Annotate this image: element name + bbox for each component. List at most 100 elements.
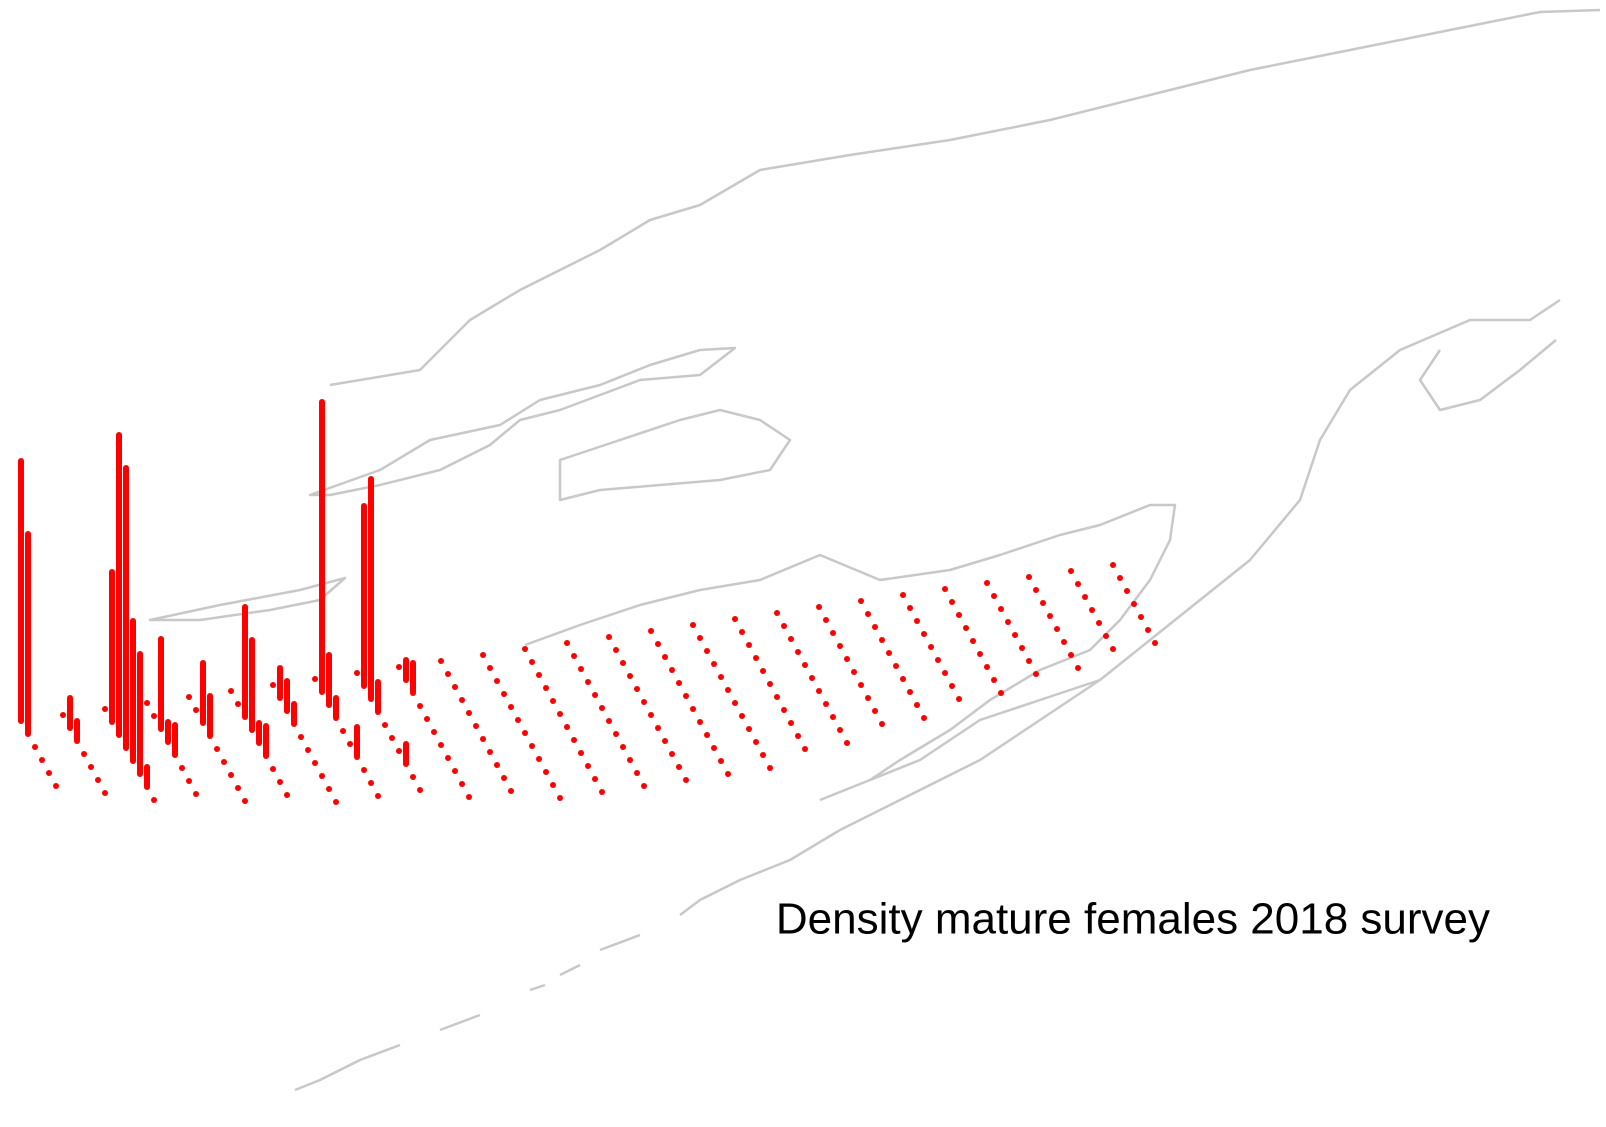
density-bar <box>655 641 661 647</box>
density-bar <box>291 701 297 727</box>
density-bar <box>536 756 542 762</box>
density-bar <box>312 676 318 682</box>
coastline-peninsula <box>308 346 737 497</box>
density-bar <box>256 720 262 746</box>
density-bar <box>1040 600 1046 606</box>
density-bar <box>1019 645 1025 651</box>
density-bar <box>809 675 815 681</box>
density-bar <box>466 710 472 716</box>
density-bar <box>431 729 437 735</box>
density-bar <box>354 670 360 676</box>
density-bar <box>340 728 346 734</box>
density-bar <box>585 679 591 685</box>
density-bar <box>774 610 780 616</box>
density-bar <box>865 611 871 617</box>
density-bar <box>718 674 724 680</box>
map-title: Density mature females 2018 survey <box>776 895 1490 944</box>
coastline-north <box>329 8 1601 387</box>
density-bar <box>102 706 108 712</box>
density-bar <box>501 775 507 781</box>
density-bar <box>760 752 766 758</box>
density-bar <box>158 636 164 732</box>
density-bar <box>788 720 794 726</box>
density-bar <box>235 785 241 791</box>
density-bar <box>116 432 122 738</box>
density-bar <box>438 742 444 748</box>
density-bar <box>662 654 668 660</box>
density-bar <box>921 715 927 721</box>
density-bar <box>578 666 584 672</box>
density-bar <box>319 399 325 695</box>
density-bar <box>305 747 311 753</box>
density-bar <box>424 716 430 722</box>
density-bar <box>991 677 997 683</box>
density-bar <box>361 503 367 689</box>
density-bar <box>53 783 59 789</box>
density-bar <box>963 625 969 631</box>
density-bar <box>844 656 850 662</box>
density-bar <box>515 717 521 723</box>
density-bar <box>39 757 45 763</box>
density-bar <box>760 668 766 674</box>
density-bar <box>452 684 458 690</box>
density-bar <box>753 739 759 745</box>
density-bar <box>781 623 787 629</box>
density-bar <box>907 689 913 695</box>
density-bar <box>186 778 192 784</box>
density-bar <box>627 757 633 763</box>
density-bar <box>543 769 549 775</box>
density-bar <box>130 618 136 764</box>
density-bar <box>886 650 892 656</box>
density-bar <box>949 683 955 689</box>
density-bar <box>550 782 556 788</box>
density-bar <box>403 741 409 767</box>
density-bar <box>767 681 773 687</box>
density-bar <box>1117 575 1123 581</box>
density-bar <box>970 638 976 644</box>
density-bar <box>606 718 612 724</box>
density-bar <box>1103 633 1109 639</box>
density-bar <box>634 686 640 692</box>
density-bar <box>1047 613 1053 619</box>
density-bar <box>179 765 185 771</box>
density-bar <box>60 712 66 718</box>
density-bar <box>375 793 381 799</box>
density-bar <box>641 783 647 789</box>
density-bar <box>851 669 857 675</box>
density-bar <box>109 569 115 725</box>
density-bar <box>214 746 220 752</box>
density-bar <box>872 708 878 714</box>
density-bar <box>732 700 738 706</box>
density-bar <box>1152 640 1158 646</box>
density-bar <box>284 678 290 714</box>
density-bar <box>417 703 423 709</box>
density-bar <box>410 660 416 696</box>
density-bar <box>879 721 885 727</box>
density-bar <box>368 476 374 702</box>
density-bar <box>354 724 360 760</box>
density-bar <box>1061 639 1067 645</box>
density-bar <box>942 670 948 676</box>
density-bar <box>907 605 913 611</box>
density-bar <box>788 636 794 642</box>
coastline-alaska <box>869 298 1561 782</box>
density-bar <box>382 722 388 728</box>
density-bar <box>25 531 31 737</box>
density-bar <box>725 771 731 777</box>
density-bar <box>466 794 472 800</box>
density-bar <box>123 465 129 751</box>
density-bar <box>746 642 752 648</box>
density-bar <box>998 690 1004 696</box>
density-bar <box>606 634 612 640</box>
density-bar <box>501 691 507 697</box>
density-bar <box>571 653 577 659</box>
density-bar <box>137 651 143 777</box>
density-bar <box>655 725 661 731</box>
density-bar <box>634 770 640 776</box>
density-bar <box>858 598 864 604</box>
density-bar <box>1089 607 1095 613</box>
density-bar <box>1068 568 1074 574</box>
density-bar <box>893 663 899 669</box>
density-bar <box>333 695 339 721</box>
density-bar <box>277 779 283 785</box>
